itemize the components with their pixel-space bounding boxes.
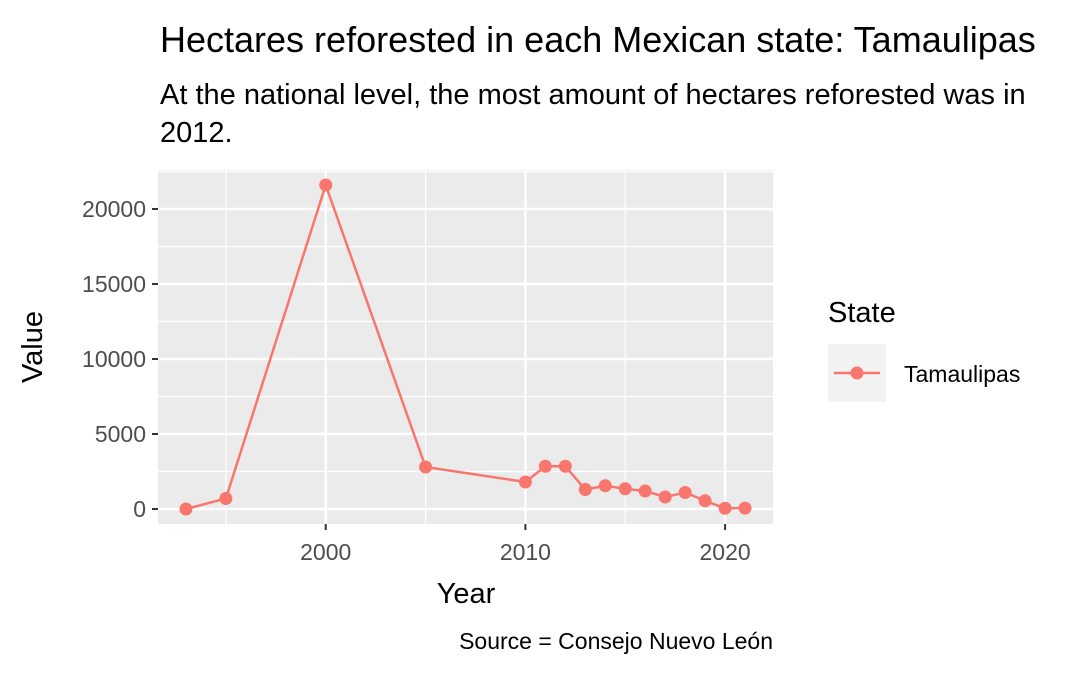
chart-caption: Source = Consejo Nuevo León — [459, 628, 773, 654]
series-points — [179, 178, 752, 516]
data-point — [718, 501, 732, 515]
legend-title: State — [828, 297, 896, 329]
series-line — [185, 181, 746, 511]
x-tick-label: 2010 — [500, 539, 551, 565]
data-point — [319, 178, 333, 192]
data-point — [538, 459, 552, 473]
x-axis: 2000 2010 2020 — [300, 524, 751, 565]
chart-subtitle-line-1: At the national level, the most amount o… — [160, 79, 1026, 111]
data-point — [658, 490, 672, 504]
data-point — [678, 486, 692, 499]
data-point — [738, 501, 752, 515]
y-tick-label: 0 — [133, 496, 146, 522]
data-point — [638, 484, 652, 498]
data-point — [598, 479, 612, 493]
y-tick-label: 15000 — [82, 271, 146, 297]
chart-title: Hectares reforested in each Mexican stat… — [160, 19, 1036, 60]
x-axis-title: Year — [437, 578, 496, 610]
y-tick-label: 20000 — [82, 196, 146, 222]
data-point — [698, 494, 712, 508]
series-lines — [185, 181, 746, 511]
grid-major — [158, 170, 773, 524]
data-point — [618, 482, 632, 496]
legend-label-tamaulipas: Tamaulipas — [904, 361, 1020, 387]
chart-subtitle-line-2: 2012. — [160, 117, 233, 149]
y-axis: 0 5000 10000 15000 20000 — [82, 196, 158, 522]
x-tick-label: 2020 — [699, 539, 750, 565]
data-point — [558, 459, 572, 473]
legend-key-point — [850, 366, 864, 380]
grid-minor — [158, 170, 773, 524]
data-point — [578, 483, 592, 496]
data-point — [518, 475, 532, 489]
data-point — [179, 502, 193, 516]
plot-panel — [158, 170, 773, 524]
y-tick-label: 10000 — [82, 346, 146, 372]
y-tick-label: 5000 — [95, 421, 146, 447]
data-point — [419, 460, 433, 474]
legend: State Tamaulipas — [828, 297, 1020, 402]
data-point — [219, 492, 233, 505]
x-tick-label: 2000 — [300, 539, 351, 565]
y-axis-title: Value — [17, 311, 49, 383]
